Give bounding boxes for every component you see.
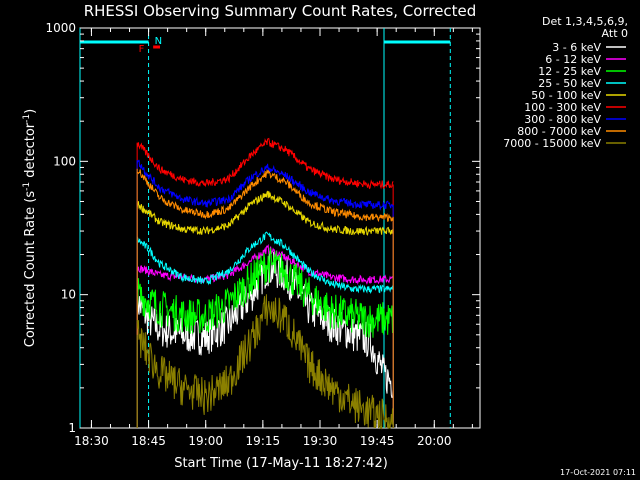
y-tick-label: 10 [61,288,76,302]
flag-label-n: N [155,36,162,47]
legend-entry-label: 7000 - 15000 keV [503,137,601,150]
x-tick-label: 19:00 [188,434,223,448]
legend-entry-label: 300 - 800 keV [524,113,601,126]
legend-entry-label: 3 - 6 keV [552,41,601,54]
series-line [136,190,394,236]
y-axis-label-part3: ) [23,109,38,114]
series-line [137,168,394,223]
y-axis-label-sup1: -1 [22,182,32,191]
flag-label-f: F [139,44,145,55]
series-line [136,243,394,286]
footer-timestamp: 17-Oct-2021 07:11 [560,468,636,477]
series-line [136,294,394,430]
series-line [136,231,394,295]
legend-entry-label: 50 - 100 keV [531,89,601,102]
legend-entry-label: 12 - 25 keV [538,65,601,78]
y-axis-label-part1: Corrected Count Rate (s [23,191,38,348]
legend-entry-label: 6 - 12 keV [545,53,601,66]
y-tick-label: 1000 [45,21,76,35]
legend-header-line: Det 1,3,4,5,6,9, [542,15,628,28]
x-tick-label: 19:15 [246,434,281,448]
y-tick-label: 1 [68,421,76,435]
series-layer [136,137,394,430]
y-axis-label: Corrected Count Rate (s-1 detector-1) [22,109,38,347]
y-tick-label: 100 [53,154,76,168]
x-axis-label: Start Time (17-May-11 18:27:42) [174,456,388,471]
x-tick-label: 18:30 [74,434,109,448]
x-tick-label: 19:30 [303,434,338,448]
x-tick-label: 20:00 [417,434,452,448]
annotations-layer: FN [79,28,451,428]
x-tick-label: 19:45 [360,434,395,448]
legend-entry-label: 25 - 50 keV [538,77,601,90]
legend-entry-label: 800 - 7000 keV [517,125,601,138]
x-tick-label: 18:45 [131,434,166,448]
series-line [136,247,394,338]
series-line [136,137,394,190]
series-7000-15000-kev [136,294,394,430]
legend-entry-label: 100 - 300 keV [524,101,601,114]
y-axis-label-sup2: -1 [22,114,32,123]
series-line [136,251,394,399]
chart-title: RHESSI Observing Summary Count Rates, Co… [84,2,477,20]
y-axis-label-part2: detector [23,122,38,182]
legend-header-line: Att 0 [602,27,628,40]
series-line [136,159,394,211]
axes-layer: 18:30 18:45 19:00 19:15 19:30 19:45 20:00 1 10 10… [45,21,480,448]
